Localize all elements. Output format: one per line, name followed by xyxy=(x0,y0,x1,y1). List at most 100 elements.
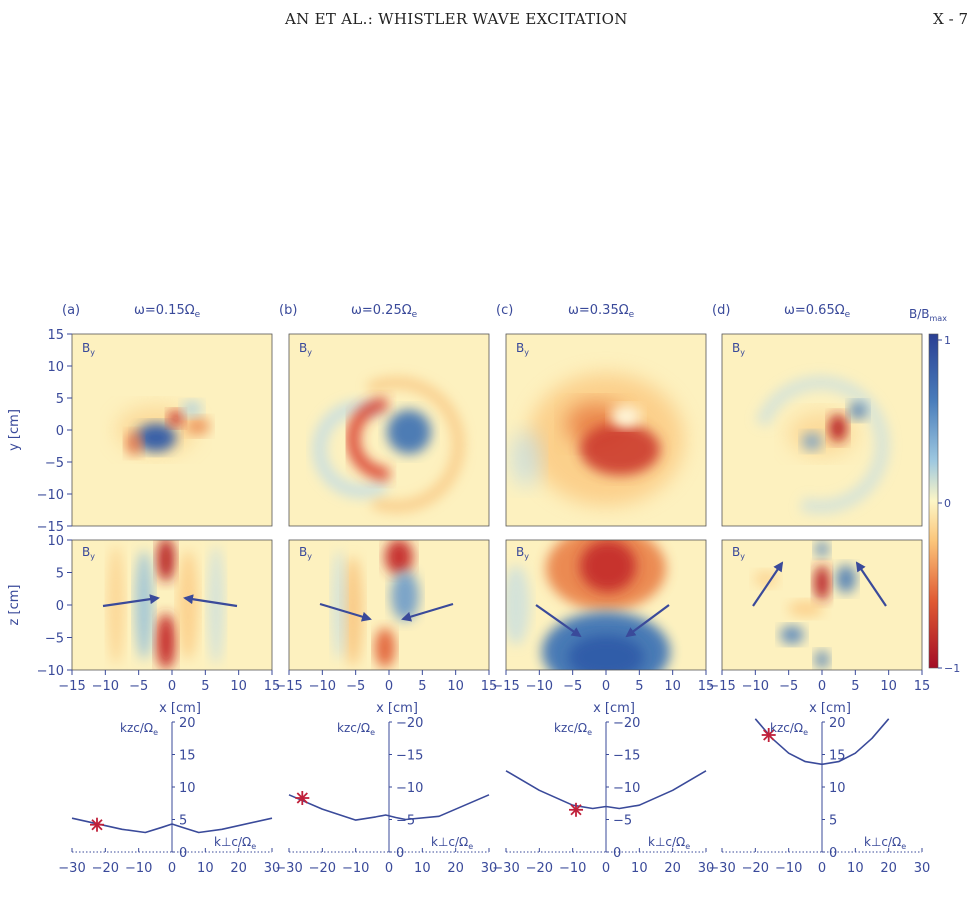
y-axis-label: y [cm] xyxy=(7,409,22,451)
x-tick-label: −15 xyxy=(275,679,302,694)
x-tick-label: 10 xyxy=(230,679,247,694)
field-feature xyxy=(815,650,829,669)
panel-a: (a) ω=0.15Ωe By By −15 −10 −5 0 5 10 15 x [cm] 0 5 10 1… xyxy=(58,303,280,876)
heatmap-xy: By xyxy=(721,333,923,527)
kz-axis-label: kzc/Ωe xyxy=(337,721,375,737)
x-tick-label: 10 xyxy=(447,679,464,694)
z-tick-label: 5 xyxy=(56,567,64,582)
x-tick-label: −10 xyxy=(309,679,336,694)
kperp-axis-label: k⊥c/Ωe xyxy=(648,835,690,851)
x-tick-label: 15 xyxy=(698,679,715,694)
x-tick-label: 0 xyxy=(168,679,176,694)
z-tick-label: 0 xyxy=(56,599,64,614)
x-tick-label: 0 xyxy=(385,679,393,694)
x-tick-label: −15 xyxy=(708,679,735,694)
x-tick-label: 5 xyxy=(201,679,209,694)
field-feature xyxy=(829,414,847,443)
x-tick-label: 0 xyxy=(602,679,610,694)
k-tick-label: 0 xyxy=(602,861,610,876)
y-tick-label: 0 xyxy=(56,424,64,439)
k-tick-label: −20 xyxy=(92,861,119,876)
y-tick-label: −15 xyxy=(613,749,640,764)
k-tick-label: 10 xyxy=(197,861,214,876)
y-tick-label: 0 xyxy=(613,846,621,861)
k-tick-label: −10 xyxy=(559,861,586,876)
panel-frequency-label: ω=0.15Ωe xyxy=(134,303,201,320)
field-feature xyxy=(343,556,363,667)
x-tick-label: 15 xyxy=(914,679,931,694)
field-feature xyxy=(780,625,804,644)
y-tick-label: 10 xyxy=(829,781,846,796)
colorbar-tick-label: −1 xyxy=(944,662,960,675)
field-feature xyxy=(788,600,824,617)
colorbar-gradient xyxy=(928,333,939,669)
resonance-star-marker xyxy=(569,802,583,817)
field-feature xyxy=(156,613,176,670)
x-tick-label: 5 xyxy=(418,679,426,694)
x-tick-label: −15 xyxy=(58,679,85,694)
dispersion-curve xyxy=(505,770,707,810)
y-tick-label: 10 xyxy=(47,360,64,375)
k-tick-label: −10 xyxy=(125,861,152,876)
y-tick-label: −15 xyxy=(396,749,423,764)
z-tick-label: −10 xyxy=(37,664,64,679)
k-tick-label: −20 xyxy=(526,861,553,876)
z-tick-label: 10 xyxy=(47,534,64,549)
y-tick-label: −20 xyxy=(613,716,640,731)
field-feature xyxy=(157,540,175,582)
colorbar-title: B/Bmax xyxy=(909,307,947,323)
k-tick-label: 30 xyxy=(481,861,498,876)
y-tick-label: −10 xyxy=(37,488,64,503)
k-tick-label: 30 xyxy=(914,861,931,876)
y-tick-label: 5 xyxy=(179,814,187,829)
field-feature xyxy=(346,397,390,481)
x-tick-label: 15 xyxy=(481,679,498,694)
x-tick-label: −5 xyxy=(346,679,365,694)
y-tick-label: 0 xyxy=(396,846,404,861)
panel-frequency-label: ω=0.35Ωe xyxy=(568,303,635,320)
x-tick-label: −10 xyxy=(742,679,769,694)
k-tick-label: 0 xyxy=(385,861,393,876)
dispersion-curve xyxy=(754,718,890,766)
arrow-annotation xyxy=(183,594,238,608)
arrow-annotation xyxy=(752,561,784,607)
z-tick-label: −5 xyxy=(45,632,64,647)
field-feature xyxy=(332,550,346,660)
k-tick-label: 20 xyxy=(880,861,897,876)
dispersion-curve xyxy=(288,794,490,821)
panel-d: (d) ω=0.65Ωe By By −15 −10 −5 0 5 10 15 x [cm] 0 5 10 1… xyxy=(708,303,930,876)
resonance-star-marker xyxy=(90,817,104,832)
field-feature xyxy=(136,423,176,452)
kperp-axis-label: k⊥c/Ωe xyxy=(864,835,906,851)
field-feature xyxy=(802,432,822,451)
field-label: By xyxy=(732,545,745,561)
k-tick-label: −30 xyxy=(275,861,302,876)
x-axis-label: x [cm] xyxy=(376,701,418,716)
colorbar-tick-label: 1 xyxy=(944,334,951,347)
k-tick-label: 30 xyxy=(698,861,715,876)
arrow-annotation xyxy=(401,602,454,622)
k-tick-label: 20 xyxy=(447,861,464,876)
field-feature xyxy=(814,564,830,601)
panel-c: (c) ω=0.35Ωe By By −15 −10 −5 0 5 10 15 x [cm] 0 −5 −1… xyxy=(492,303,714,876)
heatmap-frame xyxy=(721,333,923,527)
field-feature xyxy=(568,635,644,670)
colorbar: B/Bmax 1 0 −1 xyxy=(909,307,960,675)
panel-letter: (d) xyxy=(712,303,730,318)
x-axis-label: x [cm] xyxy=(809,701,851,716)
field-feature xyxy=(135,550,153,660)
x-tick-label: 0 xyxy=(818,679,826,694)
colorbar-tick-label: 0 xyxy=(944,497,951,510)
k-tick-label: −10 xyxy=(342,861,369,876)
k-tick-label: −20 xyxy=(742,861,769,876)
field-feature xyxy=(506,565,530,645)
y-tick-label: 15 xyxy=(179,749,196,764)
heatmap-xy: By xyxy=(505,333,707,527)
kperp-axis-label: k⊥c/Ωe xyxy=(431,835,473,851)
field-feature xyxy=(849,401,867,420)
field-feature xyxy=(391,570,419,621)
y-tick-label: −10 xyxy=(613,781,640,796)
x-tick-label: 5 xyxy=(635,679,643,694)
